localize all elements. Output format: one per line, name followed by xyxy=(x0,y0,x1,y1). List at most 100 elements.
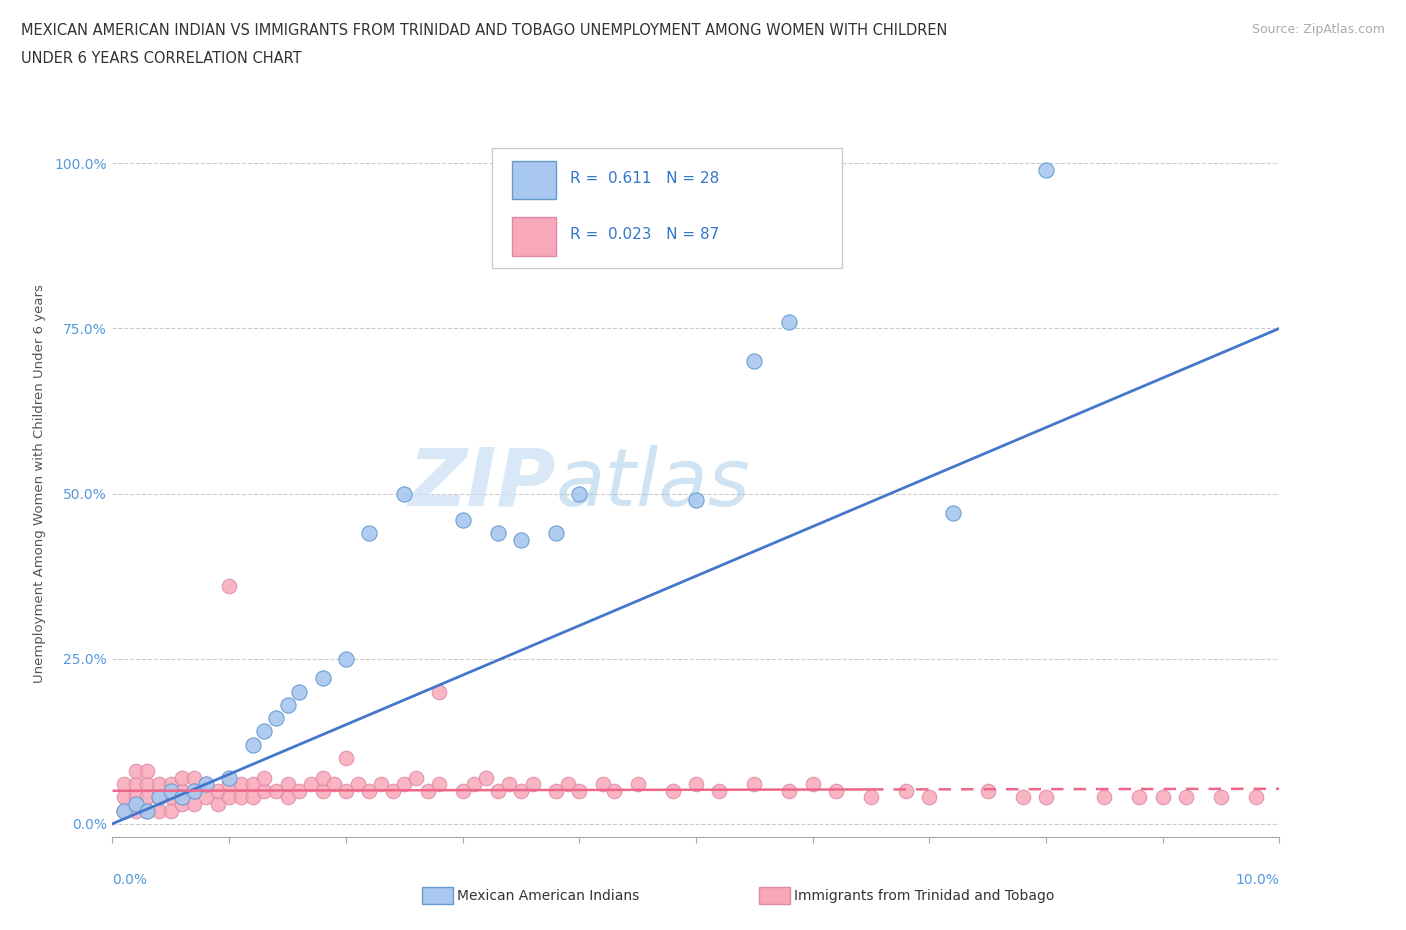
Point xyxy=(183,783,205,798)
Point xyxy=(242,777,264,791)
Point xyxy=(661,783,683,798)
Point xyxy=(160,777,183,791)
Point xyxy=(229,790,252,804)
Point xyxy=(1175,790,1198,804)
Point xyxy=(125,790,148,804)
Point xyxy=(218,777,240,791)
Point xyxy=(742,777,765,791)
Point xyxy=(253,770,276,785)
Point xyxy=(742,354,765,369)
Point xyxy=(125,764,148,778)
FancyBboxPatch shape xyxy=(512,161,555,199)
Point xyxy=(509,532,531,547)
Point xyxy=(125,804,148,818)
Point xyxy=(148,804,170,818)
Point xyxy=(136,804,159,818)
Point xyxy=(463,777,485,791)
Point xyxy=(427,684,450,699)
FancyBboxPatch shape xyxy=(512,217,555,256)
Point xyxy=(172,770,194,785)
Point xyxy=(1035,163,1057,178)
Point xyxy=(242,790,264,804)
Point xyxy=(568,783,591,798)
Point xyxy=(451,783,474,798)
Point xyxy=(207,796,229,811)
Point xyxy=(544,783,567,798)
Point xyxy=(381,783,404,798)
Point xyxy=(288,783,311,798)
Point xyxy=(112,804,135,818)
Point xyxy=(253,783,276,798)
Point xyxy=(253,724,276,738)
Point xyxy=(125,777,148,791)
Point xyxy=(860,790,883,804)
Point xyxy=(112,777,135,791)
Point xyxy=(498,777,520,791)
Point xyxy=(264,783,287,798)
Point xyxy=(1152,790,1174,804)
Point xyxy=(544,525,567,540)
Point xyxy=(1094,790,1116,804)
Text: 0.0%: 0.0% xyxy=(112,873,148,887)
Point xyxy=(451,512,474,527)
Point xyxy=(207,783,229,798)
Point xyxy=(148,790,170,804)
Point xyxy=(359,525,381,540)
Point xyxy=(709,783,731,798)
Point xyxy=(323,777,346,791)
Point xyxy=(160,804,183,818)
Point xyxy=(148,777,170,791)
Text: R =  0.023   N = 87: R = 0.023 N = 87 xyxy=(569,227,720,243)
Point xyxy=(112,804,135,818)
Point xyxy=(778,783,800,798)
Point xyxy=(311,770,333,785)
Point xyxy=(557,777,579,791)
Point xyxy=(172,790,194,804)
Point xyxy=(405,770,427,785)
Point xyxy=(160,783,183,798)
Point xyxy=(568,486,591,501)
Point xyxy=(475,770,498,785)
Point xyxy=(603,783,626,798)
Point xyxy=(311,671,333,686)
Point xyxy=(894,783,917,798)
Point xyxy=(194,777,217,791)
Point xyxy=(918,790,941,804)
Point xyxy=(1128,790,1150,804)
Point xyxy=(136,764,159,778)
Point xyxy=(825,783,848,798)
Y-axis label: Unemployment Among Women with Children Under 6 years: Unemployment Among Women with Children U… xyxy=(32,285,46,683)
Text: Immigrants from Trinidad and Tobago: Immigrants from Trinidad and Tobago xyxy=(794,888,1054,903)
Text: Mexican American Indians: Mexican American Indians xyxy=(457,888,640,903)
Point xyxy=(276,698,298,712)
Point xyxy=(942,506,965,521)
Point xyxy=(299,777,322,791)
Point xyxy=(976,783,998,798)
Point xyxy=(801,777,824,791)
Text: UNDER 6 YEARS CORRELATION CHART: UNDER 6 YEARS CORRELATION CHART xyxy=(21,51,302,66)
Point xyxy=(486,525,509,540)
Point xyxy=(592,777,614,791)
Point xyxy=(359,783,381,798)
Point xyxy=(276,777,298,791)
Point xyxy=(218,770,240,785)
Point xyxy=(1011,790,1033,804)
Point xyxy=(394,486,416,501)
FancyBboxPatch shape xyxy=(492,148,842,268)
Point xyxy=(229,777,252,791)
Point xyxy=(218,578,240,593)
Point xyxy=(394,777,416,791)
Point xyxy=(112,790,135,804)
Point xyxy=(136,790,159,804)
Point xyxy=(183,770,205,785)
Point xyxy=(416,783,439,798)
Point xyxy=(311,783,333,798)
Point xyxy=(183,783,205,798)
Text: R =  0.611   N = 28: R = 0.611 N = 28 xyxy=(569,171,720,186)
Point xyxy=(125,796,148,811)
Point xyxy=(335,751,357,765)
Point xyxy=(335,783,357,798)
Point xyxy=(778,314,800,329)
Point xyxy=(1244,790,1267,804)
Point xyxy=(509,783,531,798)
